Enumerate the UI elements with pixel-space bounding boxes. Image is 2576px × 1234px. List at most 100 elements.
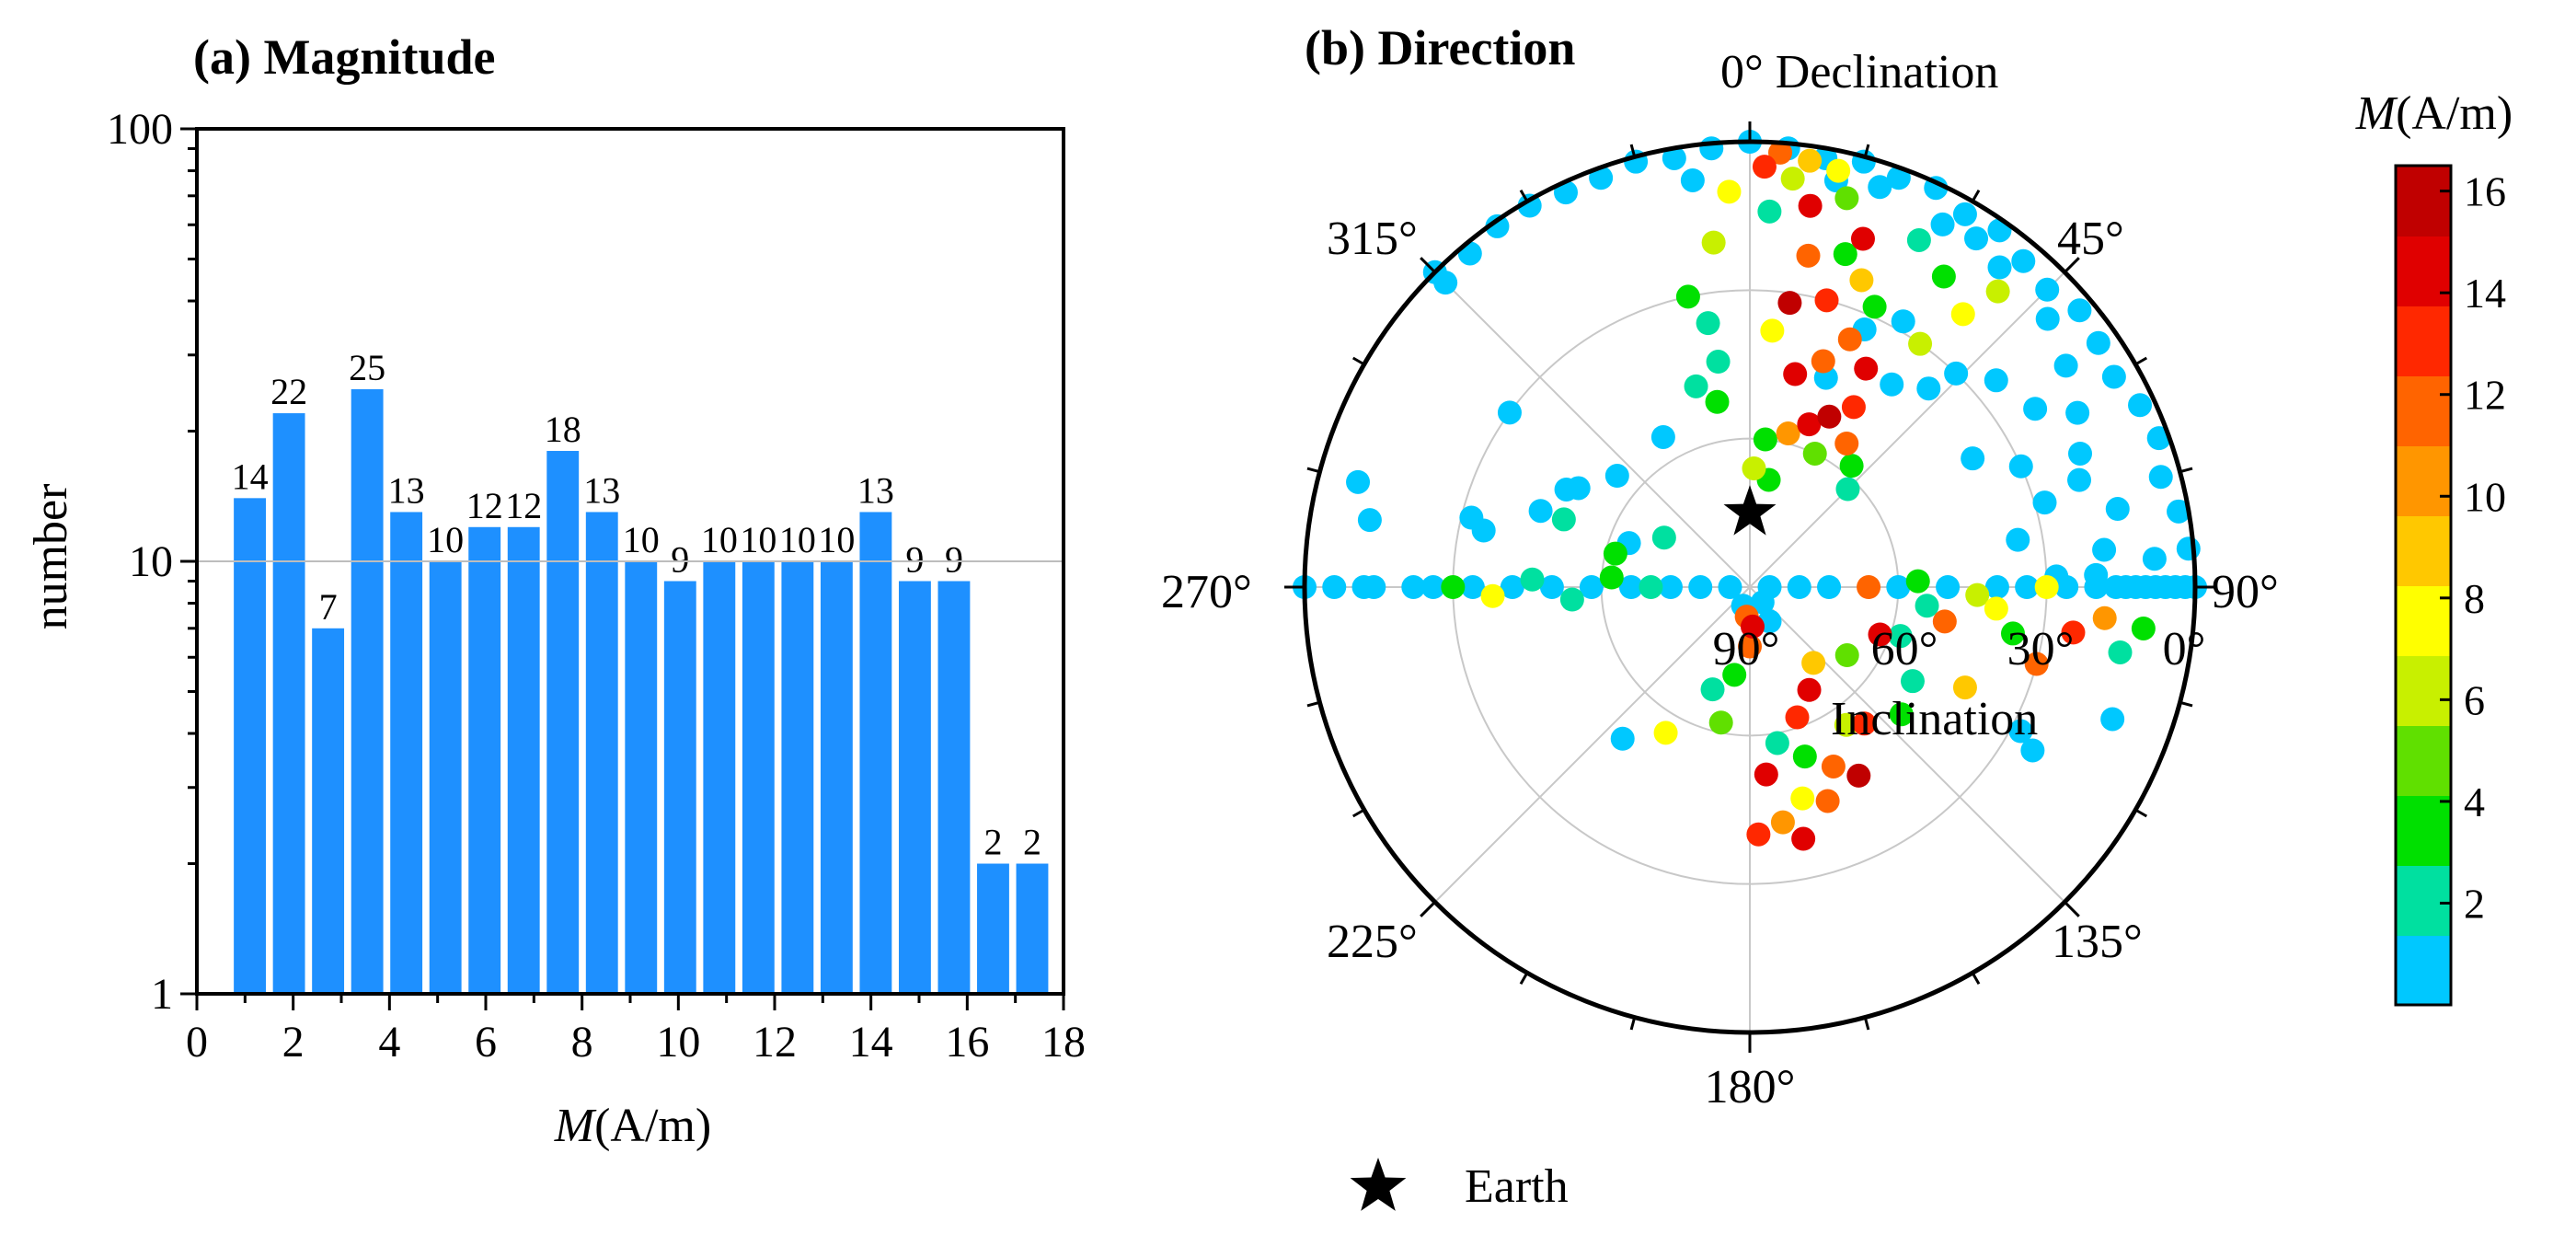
direction-point (1798, 193, 1823, 218)
direction-point (1936, 575, 1961, 599)
direction-point (1520, 567, 1545, 592)
direction-point (2024, 652, 2049, 676)
colorbar-swatch (2396, 585, 2451, 656)
colorbar-swatch (2396, 655, 2451, 726)
declination-tick (1863, 1017, 1870, 1031)
direction-point (1857, 575, 1881, 599)
direction-point (2123, 575, 2148, 599)
x-tick-label: 2 (282, 1018, 305, 1067)
inclination-tick-0: 0° (2163, 623, 2206, 675)
direction-point (1604, 464, 1629, 489)
direction-point (1777, 291, 1802, 316)
colorbar-tick-label: 8 (2464, 575, 2485, 622)
direction-point (2131, 616, 2156, 640)
angle-label-135: 135° (2052, 916, 2143, 968)
colorbar-swatch (2396, 306, 2451, 376)
direction-point (2068, 441, 2093, 466)
direction-point (1868, 622, 1892, 647)
inclination-tick-60: 60° (1871, 623, 1938, 675)
direction-point (1765, 731, 1789, 755)
direction-point (1837, 327, 1862, 352)
direction-point (1322, 575, 1347, 599)
direction-point (2108, 640, 2133, 664)
direction-point (1708, 710, 1733, 735)
direction-point (1984, 368, 2008, 393)
declination-tick (1519, 972, 1529, 986)
direction-point (2101, 364, 2126, 389)
direction-point (2008, 719, 2033, 744)
bar-value-label: 2 (1023, 822, 1041, 863)
magnitude-xlabel-rest: (A/m) (594, 1100, 711, 1152)
direction-point (1517, 193, 1542, 218)
direction-point (1688, 575, 1713, 599)
direction-point (2020, 738, 2045, 763)
colorbar: M(A/m) 2 4 6 8 10 12 14 16 (2355, 87, 2513, 1007)
direction-point (1776, 421, 1800, 446)
direction-point (1768, 140, 1793, 165)
colorbar-swatch (2396, 935, 2451, 1006)
direction-point (1351, 575, 1376, 599)
bar (898, 581, 931, 994)
bar (820, 561, 853, 994)
direction-point (1846, 763, 1871, 788)
x-tick-label: 0 (186, 1018, 208, 1067)
direction-point (2128, 393, 2153, 418)
bar (625, 561, 658, 994)
bar (663, 581, 696, 994)
bar (742, 561, 775, 994)
direction-point (1750, 590, 1775, 615)
bar-value-label: 13 (583, 469, 620, 511)
bar (351, 388, 384, 994)
declination-tick (1863, 144, 1870, 157)
declination-tick (1971, 972, 1981, 986)
colorbar-swatch (2396, 725, 2451, 796)
direction-point (2084, 575, 2109, 599)
direction-point (2035, 277, 2060, 302)
inclination-ticks: 90° 60° 30° 0° (1713, 623, 2206, 675)
direction-point (1888, 624, 1913, 649)
colorbar-swatch (2396, 795, 2451, 866)
declination-tick (1351, 356, 1365, 366)
colorbar-tick-label: 10 (2464, 473, 2506, 520)
direction-point (1826, 158, 1851, 183)
bar-value-label: 9 (945, 539, 963, 581)
x-tick-label: 4 (378, 1018, 400, 1067)
magnitude-ylabel: number (25, 484, 77, 630)
direction-point (1817, 575, 1842, 599)
direction-point (1880, 372, 1904, 397)
direction-point (1798, 148, 1823, 173)
direction-point (1420, 575, 1445, 599)
direction-point (2092, 605, 2117, 630)
bar-value-label: 10 (623, 519, 660, 560)
direction-point (1599, 565, 1624, 590)
direction-point (1915, 594, 1939, 618)
direction-point (1459, 505, 1484, 530)
polar-frame (1284, 121, 2215, 1053)
direction-point (1741, 614, 1765, 639)
angle-label-90: 90° (2212, 566, 2279, 618)
direction-point (1916, 376, 1941, 401)
direction-point (1684, 374, 1708, 398)
direction-point (2148, 465, 2173, 490)
bar-value-label: 9 (905, 539, 924, 581)
direction-point (1908, 331, 1933, 356)
direction-point (1717, 179, 1742, 204)
bar-value-label: 18 (545, 409, 581, 450)
bar (234, 498, 267, 994)
direction-point (1722, 663, 1747, 687)
bar (272, 413, 305, 994)
direction-point (1500, 575, 1524, 599)
direction-point (1854, 356, 1879, 381)
bar-value-label: 22 (270, 371, 307, 412)
direction-point (2023, 397, 2048, 421)
magnitude-xlabel: M(A/m) (554, 1100, 711, 1152)
x-tick-label: 18 (1041, 1018, 1086, 1067)
legend: Earth (1350, 1158, 1569, 1213)
direction-point (1852, 711, 1877, 736)
angle-label-225: 225° (1327, 916, 1418, 968)
direction-point (1834, 431, 1859, 456)
direction-point (2054, 575, 2079, 599)
direction-title: (b) Direction (1305, 20, 1575, 75)
